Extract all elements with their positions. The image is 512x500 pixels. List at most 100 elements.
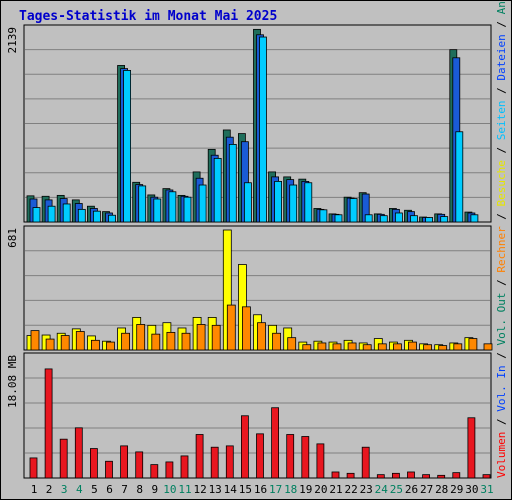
bar-rechner-day-7 bbox=[121, 332, 130, 351]
legend-item-seiten: Seiten bbox=[495, 100, 508, 140]
legend: Volumen / Vol. In / Vol. Out / Rechner /… bbox=[495, 0, 508, 478]
day-label-13: 13 bbox=[209, 483, 222, 496]
legend-item-rechner: Rechner bbox=[495, 226, 508, 273]
bar-rechner-day-9 bbox=[151, 333, 161, 351]
day-label-26: 26 bbox=[405, 483, 418, 496]
volume-panel-max-label: 18.08 MB bbox=[6, 355, 19, 408]
day-label-27: 27 bbox=[420, 483, 433, 496]
bar-volumen-day-14 bbox=[225, 445, 234, 479]
bar-volumen-day-18 bbox=[286, 434, 295, 479]
legend-separator: / bbox=[495, 206, 508, 226]
bar-volumen-day-6 bbox=[105, 460, 113, 479]
bar-rechner-day-3 bbox=[60, 335, 70, 351]
bar-rechner-day-4 bbox=[75, 331, 85, 351]
bar-volumen-day-1 bbox=[29, 457, 38, 479]
legend-separator: / bbox=[495, 81, 508, 101]
day-label-25: 25 bbox=[390, 483, 403, 496]
day-label-24: 24 bbox=[375, 483, 389, 496]
bar-volumen-day-23 bbox=[361, 446, 370, 479]
bar-volumen-day-3 bbox=[59, 438, 68, 479]
bar-volumen-day-24 bbox=[376, 474, 385, 479]
bar-volumen-day-25 bbox=[391, 472, 400, 479]
bar-rechner-day-1 bbox=[30, 330, 40, 351]
bar-rechner-day-16 bbox=[257, 322, 266, 351]
hits-panel: 2139 bbox=[6, 24, 492, 223]
legend-item-dateien: Dateien bbox=[495, 34, 508, 80]
day-label-16: 16 bbox=[254, 483, 267, 496]
day-label-7: 7 bbox=[121, 483, 128, 496]
bar-volumen-day-8 bbox=[135, 451, 144, 479]
bar-seiten-day-1 bbox=[32, 207, 41, 223]
day-label-28: 28 bbox=[435, 483, 448, 496]
bar-volumen-day-13 bbox=[210, 446, 219, 479]
day-label-1: 1 bbox=[31, 483, 38, 496]
bar-seiten-day-22 bbox=[349, 198, 358, 223]
bar-volumen-day-10 bbox=[165, 461, 174, 479]
bar-volumen-day-30 bbox=[467, 417, 476, 479]
hits-panel-max-label: 2139 bbox=[6, 27, 19, 54]
day-label-11: 11 bbox=[178, 483, 191, 496]
bar-volumen-day-28 bbox=[437, 474, 446, 479]
bar-rechner-day-22 bbox=[347, 342, 357, 351]
chart-panels: 2139 681 18.08 MB bbox=[6, 24, 493, 479]
day-label-17: 17 bbox=[269, 483, 282, 496]
day-label-4: 4 bbox=[76, 483, 83, 496]
bar-rechner-day-19 bbox=[302, 344, 312, 351]
bar-seiten-day-20 bbox=[319, 209, 328, 223]
bar-rechner-day-26 bbox=[408, 341, 417, 351]
day-label-21: 21 bbox=[329, 483, 342, 496]
bar-rechner-day-21 bbox=[332, 343, 342, 351]
bar-rechner-day-13 bbox=[211, 324, 221, 351]
day-label-20: 20 bbox=[314, 483, 327, 496]
day-label-12: 12 bbox=[193, 483, 206, 496]
bar-seiten-day-10 bbox=[168, 191, 177, 223]
bar-rechner-day-17 bbox=[272, 332, 282, 351]
bar-volumen-day-19 bbox=[301, 436, 310, 479]
bar-volumen-day-27 bbox=[422, 474, 431, 479]
bar-rechner-day-30 bbox=[468, 338, 478, 351]
bar-seiten-day-23 bbox=[364, 214, 373, 223]
day-axis-labels: 1 2 3 4 5 6 7 8 9 10 11 12 13 14 15 16 17 18 19 20 21 22 23 24 2… bbox=[31, 483, 494, 496]
day-label-19: 19 bbox=[299, 483, 312, 496]
day-label-23: 23 bbox=[360, 483, 373, 496]
bar-volumen-day-4 bbox=[74, 427, 83, 479]
bar-seiten-day-18 bbox=[289, 184, 298, 223]
bar-rechner-day-6 bbox=[106, 341, 115, 351]
bar-seiten-day-16 bbox=[259, 36, 267, 223]
legend-item-besuche: Besuche bbox=[495, 160, 508, 206]
legend-separator: / bbox=[495, 273, 508, 293]
bar-rechner-day-10 bbox=[166, 331, 176, 351]
day-label-10: 10 bbox=[163, 483, 176, 496]
bar-seiten-day-19 bbox=[304, 182, 313, 223]
bar-seiten-day-8 bbox=[138, 185, 147, 223]
bar-rechner-day-29 bbox=[453, 343, 463, 351]
bar-seiten-day-30 bbox=[470, 214, 479, 223]
legend-separator: / bbox=[495, 14, 508, 34]
bar-rechner-day-23 bbox=[362, 344, 372, 351]
bar-volumen-day-16 bbox=[256, 433, 264, 479]
bar-seiten-day-24 bbox=[379, 215, 388, 223]
day-label-15: 15 bbox=[239, 483, 252, 496]
bar-volumen-day-26 bbox=[407, 471, 415, 479]
bar-seiten-day-7 bbox=[123, 70, 131, 223]
day-label-5: 5 bbox=[91, 483, 98, 496]
legend-separator: / bbox=[495, 140, 508, 160]
bar-seiten-day-2 bbox=[47, 205, 56, 223]
visits-panel: 681 bbox=[6, 225, 493, 351]
volume-panel: 18.08 MB bbox=[6, 352, 492, 479]
day-label-3: 3 bbox=[61, 483, 68, 496]
bar-seiten-day-3 bbox=[62, 203, 71, 223]
bar-seiten-day-12 bbox=[198, 184, 207, 223]
bar-rechner-day-18 bbox=[287, 337, 297, 351]
bar-volumen-day-15 bbox=[240, 415, 249, 479]
bar-seiten-day-5 bbox=[93, 210, 101, 223]
bar-rechner-day-5 bbox=[91, 339, 100, 351]
bar-seiten-day-15 bbox=[243, 182, 252, 223]
bar-volumen-day-12 bbox=[195, 434, 204, 479]
bar-seiten-day-4 bbox=[77, 208, 86, 223]
legend-item-vol-out: Vol. Out bbox=[495, 293, 508, 346]
bar-volumen-day-20 bbox=[316, 443, 325, 479]
bar-seiten-day-14 bbox=[228, 144, 237, 223]
legend-item-anfragen: Anfragen bbox=[495, 0, 508, 14]
